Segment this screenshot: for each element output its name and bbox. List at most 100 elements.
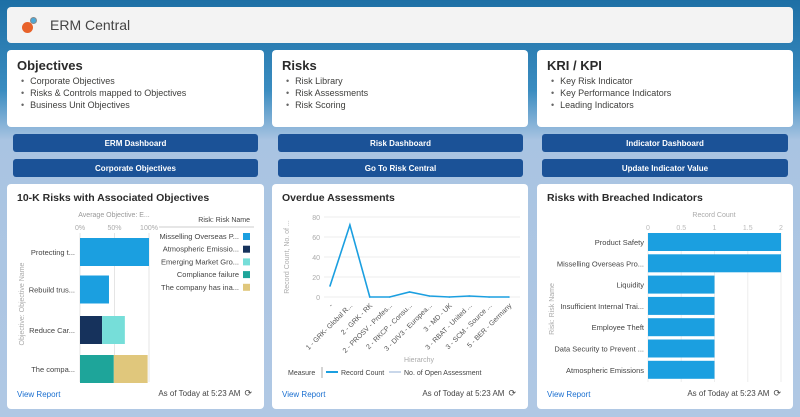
refresh-icon[interactable]: ⟳ [773, 388, 781, 398]
chart-title: Risks with Breached Indicators [547, 192, 703, 204]
data-point [448, 296, 451, 298]
list-item: Key Risk Indicator [551, 75, 783, 87]
data-point [388, 296, 391, 298]
go-to-risk-central-button[interactable]: Go To Risk Central [278, 159, 523, 177]
legend-title: Risk: Risk Name [198, 217, 250, 224]
chart-title: Overdue Assessments [282, 192, 395, 204]
timestamp: As of Today at 5:23 AM ⟳ [158, 388, 252, 399]
legend-item-label: Atmospheric Emissio... [163, 245, 239, 254]
x-axis-title: Hierarchy [404, 357, 434, 364]
y-category-label: Liquidity [616, 281, 644, 290]
x-tick-label: - [328, 302, 335, 309]
y-category-label: Atmospheric Emissions [566, 366, 644, 375]
as-of-text: As of Today at 5:23 AM [687, 389, 770, 398]
legend-title: Measure [288, 370, 315, 377]
update-indicator-value-button[interactable]: Update Indicator Value [542, 159, 788, 177]
card-title: Objectives [17, 58, 83, 73]
bar-segment [80, 238, 149, 266]
x-tick-label: 0.5 [676, 225, 686, 232]
data-point [408, 291, 411, 293]
list-item: Risks & Controls mapped to Objectives [21, 87, 254, 99]
legend-item-label: Misselling Overseas P... [160, 232, 239, 241]
risk-dashboard-button[interactable]: Risk Dashboard [278, 134, 523, 152]
legend-swatch [243, 283, 250, 291]
corporate-objectives-button[interactable]: Corporate Objectives [13, 159, 258, 177]
y-axis-title: Risk: Risk Name [549, 283, 556, 335]
y-tick-label: 20 [312, 275, 320, 282]
breached-indicators-card: Risks with Breached Indicators Record Co… [537, 184, 793, 409]
y-category-label: Reduce Car... [29, 326, 75, 335]
app-header: ERM Central [7, 7, 793, 43]
list-item: Leading Indicators [551, 99, 783, 111]
y-tick-label: 0 [316, 295, 320, 302]
data-point [368, 296, 371, 298]
as-of-text: As of Today at 5:23 AM [422, 389, 505, 398]
list-item: Corporate Objectives [21, 75, 254, 87]
data-point [428, 295, 431, 297]
x-tick-label: 50% [107, 225, 121, 232]
record-count-line [329, 222, 509, 298]
y-axis-title: Objective: Objective Name [19, 262, 26, 345]
bar [648, 296, 715, 315]
legend-item-label: Compliance failure [177, 270, 239, 279]
stacked-bar-chart[interactable]: Average Objective: E... 0% 50% 100% Objectiv… [7, 184, 264, 384]
y-category-label: Rebuild trus... [29, 286, 75, 295]
list-item: Risk Library [286, 75, 518, 87]
indicator-dashboard-button[interactable]: Indicator Dashboard [542, 134, 788, 152]
as-of-text: As of Today at 5:23 AM [158, 389, 241, 398]
bar-segment [80, 355, 114, 383]
bar-segment [80, 316, 103, 344]
bar [648, 360, 715, 379]
y-category-label: Data Security to Prevent ... [554, 345, 644, 354]
y-category-label: Employee Theft [592, 323, 645, 332]
y-category-label: The compa... [31, 365, 75, 374]
legend-swatch [243, 271, 250, 279]
card-title: KRI / KPI [547, 58, 602, 73]
card-title: Risks [282, 58, 317, 73]
data-point [508, 296, 510, 298]
refresh-icon[interactable]: ⟳ [244, 388, 252, 398]
legend-swatch [243, 245, 250, 253]
view-report-link[interactable]: View Report [547, 390, 591, 399]
timestamp: As of Today at 5:23 AM ⟳ [687, 388, 781, 399]
x-tick-label: 0 [646, 225, 650, 232]
y-tick-label: 40 [312, 255, 320, 262]
y-category-label: Product Safety [595, 238, 644, 247]
bar [648, 318, 715, 337]
x-tick-label: 1.5 [743, 225, 753, 232]
erm-logo [21, 16, 39, 34]
data-point [468, 295, 471, 297]
legend-item-label: Record Count [341, 370, 384, 377]
y-category-label: Misselling Overseas Pro... [557, 259, 644, 268]
bar-segment [80, 275, 109, 304]
legend-item-label: No. of Open Assessment [404, 370, 481, 377]
bar [648, 233, 781, 251]
view-report-link[interactable]: View Report [282, 390, 326, 399]
bar [648, 339, 715, 358]
x-tick-label: 0% [75, 225, 85, 232]
bar-segment [113, 355, 148, 383]
y-category-label: Insufficient Internal Trai... [560, 302, 644, 311]
list-item: Risk Scoring [286, 99, 518, 111]
legend-swatch [243, 233, 250, 240]
app-title: ERM Central [50, 17, 131, 33]
risks-card: Risks Risk LibraryRisk AssessmentsRisk S… [272, 50, 528, 127]
data-point [329, 285, 331, 287]
data-point [349, 224, 351, 226]
list-item: Risk Assessments [286, 87, 518, 99]
erm-dashboard-button[interactable]: ERM Dashboard [13, 134, 258, 152]
bar [648, 275, 715, 294]
bar [648, 254, 781, 273]
bar-segment [102, 316, 125, 344]
legend-item-label: Emerging Market Gro... [161, 257, 239, 266]
x-tick-label: 2 [779, 225, 783, 232]
view-report-link[interactable]: View Report [17, 390, 61, 399]
bar-chart[interactable]: Record Count 0 0.5 1 1.5 2 Risk: Risk Name Prod… [537, 184, 793, 384]
legend-item-label: The company has ina... [161, 283, 239, 292]
x-axis-title: Record Count [692, 212, 735, 219]
refresh-icon[interactable]: ⟳ [508, 388, 516, 398]
chart-title: 10-K Risks with Associated Objectives [17, 192, 210, 204]
overdue-assessments-card: Overdue Assessments 0 20 40 60 80 Record Coun… [272, 184, 528, 409]
kri-kpi-card: KRI / KPI Key Risk IndicatorKey Performa… [537, 50, 793, 127]
